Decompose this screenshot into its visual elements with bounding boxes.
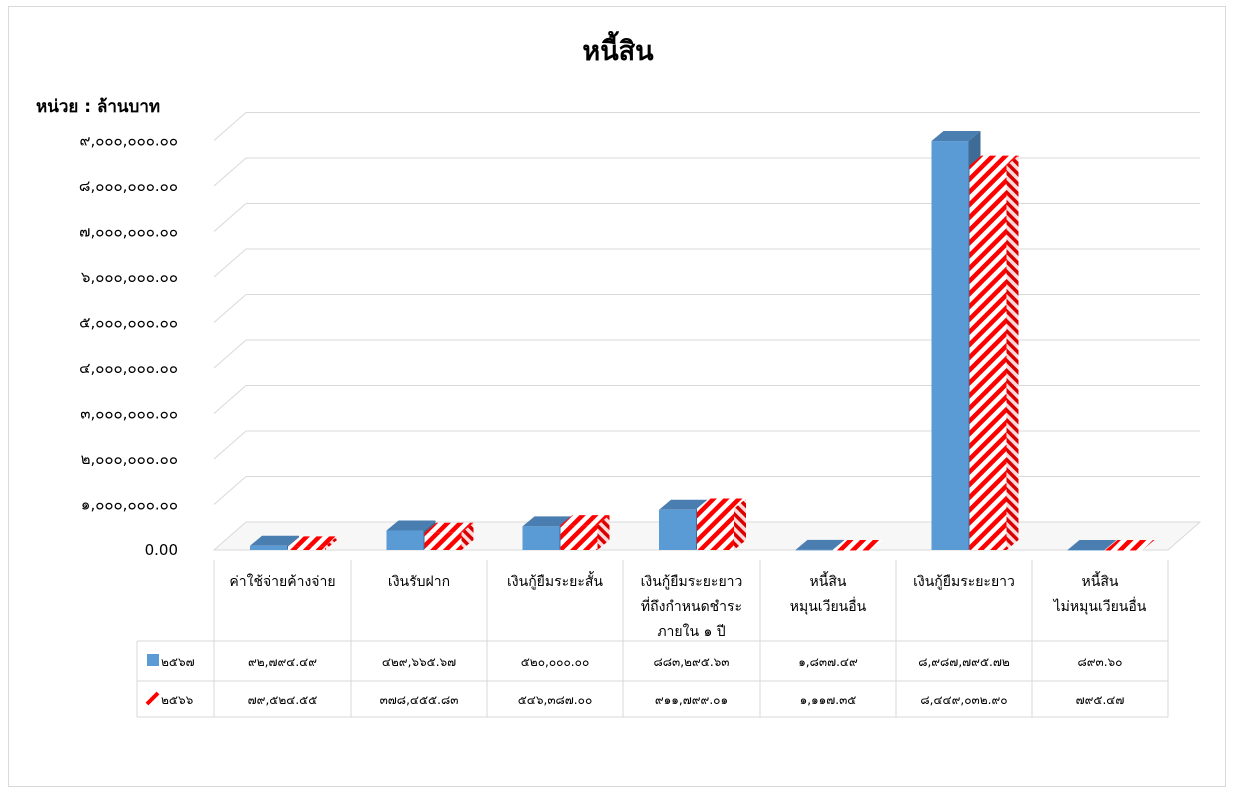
chart-title: หนี้สิน [582, 30, 654, 67]
gridline-diagonal [213, 430, 247, 460]
data-label: ๑,๑๑๗.๓๕ [800, 693, 857, 707]
y-tick-label: ๓,๐๐๐,๐๐๐.๐๐ [80, 405, 178, 423]
chart-frame [8, 6, 1226, 787]
bar-top [969, 155, 1019, 166]
unit-label: หน่วย : ล้านบาท [36, 97, 160, 117]
bar [522, 526, 560, 550]
data-label: ๗๙,๕๒๔.๕๕ [248, 693, 318, 707]
data-label: ๙๒,๗๙๔.๔๙ [248, 655, 317, 669]
bar-top [697, 498, 746, 509]
bar-top [522, 516, 572, 527]
bar [697, 508, 734, 550]
bar-top [833, 539, 883, 550]
bar [969, 165, 1007, 550]
category-label: หมุนเวียนอื่น [790, 597, 867, 615]
gridline-diagonal [213, 385, 247, 414]
data-label: ๓๗๘,๔๕๕.๘๓ [380, 693, 459, 707]
bar [795, 549, 833, 551]
data-label: ๘,๙๘๗,๗๙๕.๗๒ [918, 655, 1010, 669]
category-label: เงินกู้ยืมระยะยาว [641, 574, 743, 590]
category-label: หนี้สิน [1082, 571, 1119, 590]
data-label: ๑,๘๓๗.๔๙ [798, 655, 858, 669]
bar-side [597, 515, 610, 550]
bar [424, 532, 462, 550]
y-tick-label: ๘,๐๐๐,๐๐๐.๐๐ [79, 177, 178, 195]
gridline-diagonal [213, 248, 247, 278]
bar [250, 545, 287, 550]
bar-top [1105, 539, 1155, 550]
bar [386, 530, 424, 550]
bar-top [386, 520, 436, 531]
data-label: ๘๙๓.๖๐ [1077, 655, 1122, 669]
y-tick-label: 0.00 [145, 541, 178, 559]
bar-side [325, 536, 337, 550]
bar-top [659, 499, 708, 510]
category-label: ค่าใช้จ่ายค้างจ่าย [229, 573, 335, 590]
gridline-diagonal [213, 294, 247, 323]
data-label: ๕๒๐,๐๐๐.๐๐ [521, 655, 590, 669]
data-table: ค่าใช้จ่ายค้างจ่าย เงินรับฝาก เงินกู้ยืมระ… [136, 560, 1169, 718]
gridline-diagonal [213, 339, 247, 369]
bar-side [1104, 539, 1117, 550]
bar [1105, 549, 1143, 551]
data-label: ๘๘๓,๒๙๕.๖๓ [654, 655, 730, 669]
gridline-diagonal [213, 203, 247, 232]
category-label: ภายใน ๑ ปี [657, 623, 725, 640]
data-label: ๕๔๖,๓๘๗.๐๐ [518, 693, 593, 707]
bar-side [1142, 539, 1155, 550]
bar [560, 525, 598, 550]
gridline-diagonal [213, 157, 247, 187]
data-label: ๙๑๑,๗๙๙.๐๑ [655, 693, 728, 707]
bar-side [461, 522, 474, 550]
series-name: ๒๕๖๖ [161, 693, 193, 707]
y-tick-label: ๒,๐๐๐,๐๐๐.๐๐ [81, 450, 178, 468]
category-label: หนี้สิน [810, 571, 847, 590]
y-tick-label: ๙,๐๐๐,๐๐๐.๐๐ [79, 132, 178, 150]
data-label: ๗๙๕.๔๗ [1076, 693, 1125, 707]
bar-top [560, 515, 610, 526]
y-axis-ticks: 0.00 ๑,๐๐๐,๐๐๐.๐๐ ๒,๐๐๐,๐๐๐.๐๐ ๓,๐๐๐,๐๐๐.๐๐… [79, 132, 178, 560]
bar-top [288, 536, 337, 547]
bar-side [870, 539, 883, 550]
bar-side [1006, 155, 1019, 550]
y-tick-label: ๖,๐๐๐,๐๐๐.๐๐ [81, 268, 178, 286]
y-tick-label: ๔,๐๐๐,๐๐๐.๐๐ [79, 359, 178, 377]
category-label: เงินกู้ยืมระยะยาว [913, 574, 1015, 590]
y-tick-label: ๑,๐๐๐,๐๐๐.๐๐ [81, 496, 178, 514]
bar [833, 549, 871, 551]
y-tick-label: ๕,๐๐๐,๐๐๐.๐๐ [79, 314, 178, 332]
bar-side [734, 498, 746, 550]
gridlines [212, 112, 1202, 551]
gridline-diagonal [213, 476, 247, 505]
bar [1067, 549, 1105, 551]
bar-top [424, 522, 474, 533]
category-label: เงินกู้ยืมระยะสั้น [507, 571, 603, 590]
bar-top [1067, 539, 1117, 550]
data-label: ๔๒๙,๖๖๕.๖๗ [382, 655, 456, 669]
category-label: เงินรับฝาก [388, 574, 450, 590]
bar-top [931, 131, 981, 142]
bar [659, 509, 696, 550]
category-label: ที่ถึงกำหนดชำระ [641, 597, 742, 615]
series-name: ๒๕๖๗ [161, 655, 195, 669]
data-label: ๘,๔๔๙,๐๓๒.๙๐ [920, 693, 1007, 707]
bar [931, 141, 969, 550]
bar-top [250, 535, 299, 546]
bar-top [795, 539, 845, 550]
y-tick-label: ๗,๐๐๐,๐๐๐.๐๐ [79, 223, 178, 241]
legend-key-2567 [147, 654, 159, 666]
bars [250, 131, 1155, 551]
gridline-diagonal [213, 112, 247, 141]
legend-key-2566 [145, 691, 160, 706]
category-label: ไม่หมุนเวียนอื่น [1053, 597, 1147, 615]
bar [288, 546, 325, 550]
bar-side [832, 539, 845, 550]
